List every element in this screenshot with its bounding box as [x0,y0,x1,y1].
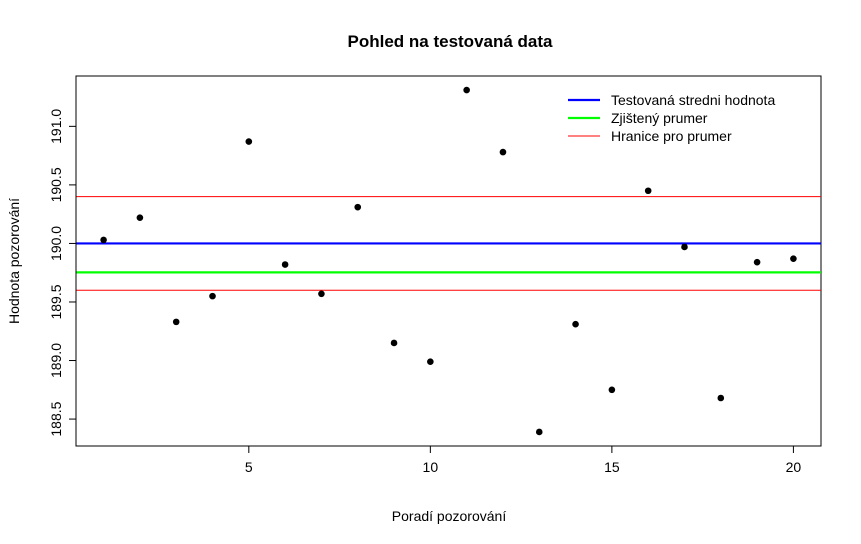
data-point [572,320,579,328]
x-tick-label: 20 [786,459,802,475]
data-point [790,255,797,262]
x-axis: 5 10 15 20 [245,445,802,475]
data-point [753,258,761,266]
data-point [354,203,362,211]
reference-lines [76,196,821,291]
y-tick-label: 191.0 [48,109,64,144]
x-tick-label: 10 [423,459,439,475]
data-point [463,86,470,94]
data-point [535,428,543,436]
data-point [644,187,652,195]
y-tick-label: 189.5 [48,284,64,319]
data-point [281,261,289,268]
data-point [390,339,398,347]
chart-title: Pohled na testovaná data [348,32,554,51]
data-point [318,290,325,298]
y-tick-label: 189.0 [48,343,64,378]
data-point [427,358,434,365]
legend: Testovaná stredni hodnota Zjištený prumer… [568,92,775,144]
y-tick-label: 190.0 [48,226,64,261]
data-points [100,86,797,436]
data-point [100,236,107,244]
x-tick-label: 5 [245,459,253,475]
y-axis: 188.5 189.0 189.5 190.0 190.5 191.0 [48,109,77,437]
data-point [717,394,725,402]
legend-label: Testovaná stredni hodnota [611,92,775,108]
legend-label: Zjištený prumer [611,110,708,126]
y-tick-label: 188.5 [48,401,64,436]
data-point [608,386,616,394]
data-point [209,292,216,300]
data-point [245,138,253,145]
data-point [681,243,688,251]
y-tick-label: 190.5 [48,167,64,202]
legend-label: Hranice pro prumer [611,128,732,144]
x-tick-label: 15 [604,459,620,475]
x-axis-title: Poradí pozorování [392,508,507,524]
data-point [136,214,144,221]
data-point [172,318,180,326]
y-axis-title: Hodnota pozorování [6,198,22,324]
data-point [499,148,507,156]
